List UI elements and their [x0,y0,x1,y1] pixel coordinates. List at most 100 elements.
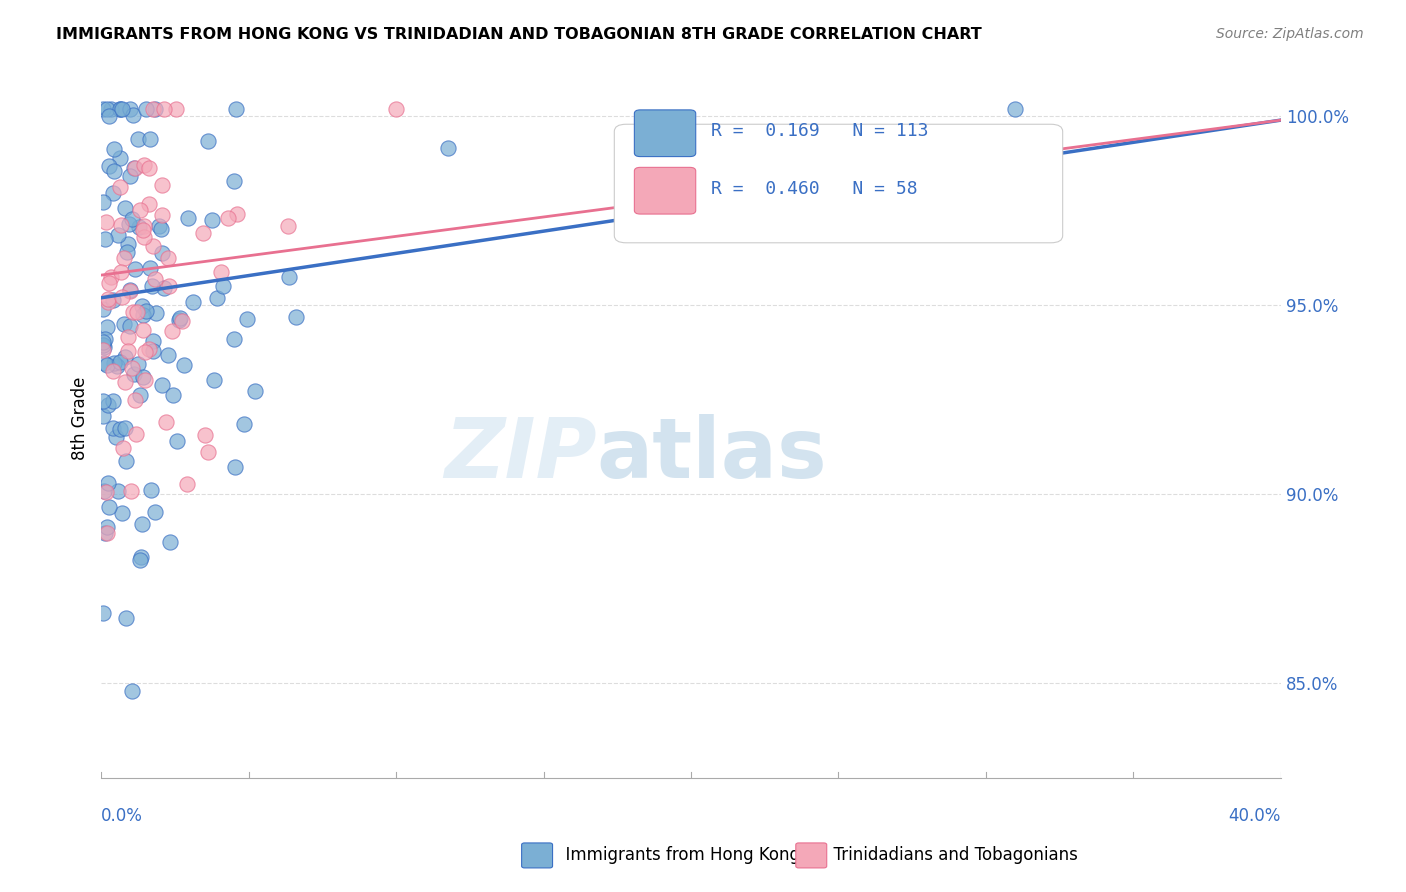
Point [108,355,131,369]
Point [142,239,165,253]
Point [169,313,191,327]
Point [131,517,153,532]
Point [207,291,229,305]
Point [285,310,308,325]
Point [139,260,162,275]
Point [153,281,176,295]
Point [211,265,233,279]
Point [100,270,122,285]
Point [103,164,125,178]
Point [143,102,166,116]
Point [132,230,155,244]
Text: 40.0%: 40.0% [1229,806,1281,825]
Point [114,350,136,364]
Point [143,505,166,519]
Point [105,430,128,444]
Point [101,364,124,378]
Point [117,236,139,251]
Point [103,355,125,369]
Point [103,142,125,156]
Point [124,161,146,176]
Point [94,484,117,499]
Point [114,454,136,468]
Point [233,417,256,432]
Point [97,475,120,490]
Point [122,305,145,319]
Point [112,252,135,266]
Point [141,102,163,116]
Point [122,161,145,175]
Text: IMMIGRANTS FROM HONG KONG VS TRINIDADIAN AND TOBAGONIAN 8TH GRADE CORRELATION CH: IMMIGRANTS FROM HONG KONG VS TRINIDADIAN… [56,27,981,42]
Point [194,428,217,442]
Point [121,684,143,698]
Point [132,370,155,384]
Point [129,549,152,564]
Point [96,520,118,534]
Point [135,102,157,116]
Point [139,483,162,498]
Point [166,434,188,448]
Point [96,102,118,116]
Point [132,157,155,171]
Point [150,208,173,222]
Point [122,108,145,122]
Point [111,441,134,455]
Point [110,152,132,166]
Point [121,361,143,376]
Point [110,265,132,279]
Point [159,535,181,549]
Point [201,212,224,227]
Text: ZIP: ZIP [444,414,596,495]
Point [118,102,141,116]
Point [93,356,115,370]
Point [134,345,156,359]
Point [145,272,167,286]
Point [176,477,198,491]
Point [91,195,114,210]
Point [157,348,180,362]
Point [101,293,124,307]
Point [105,359,128,373]
Point [222,332,245,346]
Point [110,179,132,194]
Point [173,358,195,372]
Point [138,161,160,175]
Point [94,332,117,346]
Point [114,610,136,624]
Point [150,246,173,260]
Point [177,211,200,226]
Point [124,392,146,407]
Point [150,222,173,236]
Point [901,178,924,192]
Point [169,310,191,325]
Point [114,201,136,215]
Text: Source: ZipAtlas.com: Source: ZipAtlas.com [1216,27,1364,41]
Text: R =  0.169   N = 113: R = 0.169 N = 113 [711,122,928,140]
Text: 0.0%: 0.0% [101,806,143,825]
Point [197,444,219,458]
Point [97,293,120,307]
Point [141,279,163,293]
Point [129,553,152,567]
Point [131,299,153,313]
Text: Immigrants from Hong Kong: Immigrants from Hong Kong [555,846,800,863]
Point [112,317,135,331]
Point [117,343,139,358]
Point [385,102,408,116]
Point [142,334,165,348]
Point [150,178,173,193]
Point [138,342,160,356]
Point [138,197,160,211]
Point [132,223,155,237]
Point [181,295,204,310]
Point [97,294,120,309]
Point [145,306,167,320]
Point [94,525,117,540]
Point [100,102,122,116]
Point [91,409,114,424]
Point [91,102,114,116]
Point [108,102,131,116]
Point [111,102,134,116]
Point [111,290,134,304]
FancyBboxPatch shape [614,124,1063,243]
